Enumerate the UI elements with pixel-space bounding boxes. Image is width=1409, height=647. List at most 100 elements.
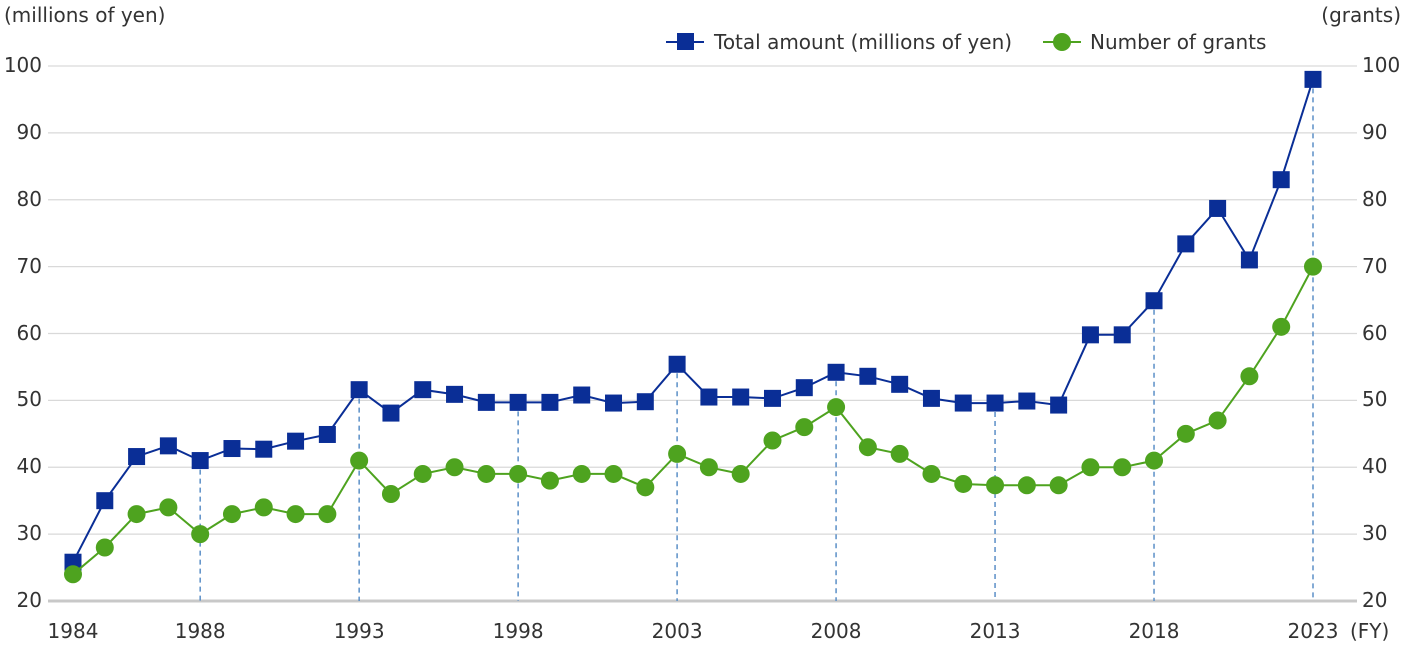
y-left-tick-60: 60 [16,320,42,345]
grants-point-1991 [286,505,305,524]
amount-point-2016 [1081,326,1099,344]
grants-point-2020 [1208,411,1227,430]
grants-point-2011 [922,464,941,483]
grants-point-1998 [509,464,528,483]
series-line-0 [72,79,1314,563]
amount-point-2022 [1272,171,1290,189]
x-tick-1998: 1998 [492,619,544,643]
x-tick-2023: 2023 [1287,619,1339,643]
series-line-1 [72,266,1314,576]
amount-point-2004 [700,388,718,406]
grants-point-2010 [890,444,909,463]
amount-point-2013 [986,394,1004,412]
grants-point-2019 [1176,424,1195,443]
x-axis-unit: (FY) [1350,619,1390,643]
grants-point-1988 [191,525,210,544]
amount-point-1991 [287,432,305,450]
amount-point-1989 [223,440,241,458]
legend-label-number-of-grants: Number of grants [1090,30,1267,54]
amount-point-2017 [1113,326,1131,344]
grants-point-1992 [318,505,337,524]
grants-point-2022 [1272,317,1291,336]
grants-point-2017 [1113,458,1132,477]
y-left-tick-30: 30 [16,521,42,546]
y-right-tick-20: 20 [1362,588,1388,612]
grants-point-1994 [381,485,400,503]
grants-point-2003 [668,444,687,463]
grants-point-2001 [604,464,623,483]
grants-point-2002 [636,478,655,497]
amount-point-1996 [446,385,464,403]
grants-point-1985 [95,538,114,557]
amount-point-2014 [1018,392,1036,410]
y-right-tick-80: 80 [1362,186,1388,211]
amount-point-2005 [732,388,750,406]
amount-point-2015 [1050,396,1068,414]
grants-point-2023 [1304,257,1322,276]
amount-point-2023 [1304,70,1322,88]
y-left-tick-80: 80 [16,186,42,211]
amount-point-1987 [159,437,177,455]
y-left-tick-90: 90 [16,119,42,144]
amount-point-2008 [827,363,845,381]
grants-point-1989 [222,505,241,524]
amount-point-1999 [541,393,559,411]
year-guide-lines [199,79,1314,601]
amount-point-2021 [1240,251,1258,269]
grants-point-2004 [699,458,718,477]
y-right-tick-30: 30 [1362,521,1388,546]
grants-point-1995 [413,464,432,483]
x-tick-2018: 2018 [1128,619,1180,643]
grants-point-2018 [1145,451,1164,470]
amount-point-2011 [922,389,940,407]
amount-point-2009 [859,367,877,385]
grants-point-1984 [64,565,82,584]
x-tick-2013: 2013 [969,619,1021,643]
amount-point-2007 [795,379,813,397]
amount-point-2003 [668,355,686,373]
grants-point-2000 [572,464,591,483]
y-right-tick-60: 60 [1362,320,1388,345]
amount-point-1990 [255,440,273,458]
grants-point-2006 [763,431,782,450]
amount-point-1992 [318,425,336,443]
grants-point-2016 [1081,458,1100,477]
grants-point-1996 [445,458,464,477]
amount-point-1988 [191,452,209,470]
y-right-tick-70: 70 [1362,253,1388,278]
grants-point-1993 [350,451,369,470]
x-tick-2003: 2003 [651,619,703,643]
series-total-amount [64,70,1322,571]
y-left-tick-20: 20 [16,588,42,612]
y-left-tick-40: 40 [16,454,42,479]
legend [666,33,1081,51]
series-number-of-grants [64,257,1322,584]
x-tick-2008: 2008 [810,619,862,643]
amount-point-2000 [573,386,591,404]
y-right-axis-title: (grants) [1321,3,1401,27]
grants-point-1997 [477,464,496,483]
amount-point-1994 [382,404,400,422]
amount-point-1986 [128,448,146,466]
legend-label-total-amount: Total amount (millions of yen) [714,30,1013,54]
x-tick-1988: 1988 [174,619,226,643]
grants-point-2007 [795,418,814,437]
amount-point-2001 [605,394,623,412]
amount-point-2010 [891,375,909,393]
amount-point-2020 [1209,199,1227,217]
grants-point-1999 [540,471,559,490]
amount-point-1997 [477,393,495,411]
amount-point-1998 [509,393,527,411]
amount-point-1985 [96,492,114,510]
grants-point-2005 [731,464,750,483]
amount-point-1995 [414,381,432,399]
amount-point-2012 [954,394,972,412]
y-left-tick-100: 100 [3,53,42,77]
y-left-tick-50: 50 [16,387,42,412]
grants-point-2008 [827,398,846,417]
grants-point-1990 [254,498,273,517]
grants-point-1986 [127,505,146,524]
grants-point-2015 [1049,476,1068,495]
y-right-tick-50: 50 [1362,387,1388,412]
